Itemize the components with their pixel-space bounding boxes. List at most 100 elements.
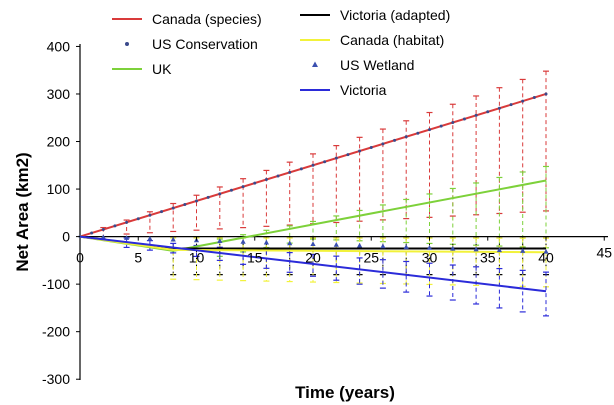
legend-item: UK xyxy=(112,61,172,77)
y-tick-label: 400 xyxy=(47,38,71,54)
series-point xyxy=(450,245,456,251)
series-point xyxy=(124,235,130,240)
series-point xyxy=(113,224,117,228)
x-tick-label: 15 xyxy=(247,250,263,266)
series-point xyxy=(543,248,549,254)
series-point xyxy=(264,178,268,182)
series-point xyxy=(381,142,385,146)
series-point xyxy=(544,92,548,96)
y-tick-label: -200 xyxy=(42,324,70,340)
series-point xyxy=(160,210,164,214)
legend-swatch xyxy=(312,61,318,67)
series-point xyxy=(473,246,479,252)
y-tick-label: 0 xyxy=(62,229,70,245)
series-point xyxy=(240,238,246,244)
series-point xyxy=(287,240,293,246)
x-tick-label: 10 xyxy=(189,250,205,266)
series-point xyxy=(263,239,269,245)
axes xyxy=(79,44,608,380)
y-tick-label: -100 xyxy=(42,276,70,292)
legend-label: Victoria xyxy=(340,82,387,98)
legend-label: US Conservation xyxy=(152,36,258,52)
series-point xyxy=(218,192,222,196)
legend-label: US Wetland xyxy=(340,57,414,73)
x-axis-title: Time (years) xyxy=(295,383,395,402)
legend-label: Canada (species) xyxy=(152,11,262,27)
legend-label: Canada (habitat) xyxy=(340,32,444,48)
series-point xyxy=(183,203,187,207)
series-point xyxy=(496,247,502,253)
series xyxy=(78,92,549,293)
y-tick-label: 100 xyxy=(47,181,71,197)
series-point xyxy=(426,245,433,250)
series-point xyxy=(217,238,223,243)
legend-item: Victoria xyxy=(300,82,387,98)
x-tick-label: 35 xyxy=(480,250,496,266)
series-point xyxy=(311,163,315,167)
legend-item: US Conservation xyxy=(125,36,258,52)
legend-item: Victoria (adapted) xyxy=(300,7,450,23)
series-point xyxy=(288,170,292,174)
series-point xyxy=(357,242,363,248)
legend-item: Canada (habitat) xyxy=(300,32,444,48)
legend-label: UK xyxy=(152,61,172,77)
series-point xyxy=(404,135,408,139)
series-point xyxy=(333,241,339,247)
series-point xyxy=(509,103,513,107)
x-tick-label: 45 xyxy=(596,245,612,261)
series-point xyxy=(276,174,280,178)
series-point xyxy=(253,181,257,185)
series-point xyxy=(170,236,176,242)
series-point xyxy=(241,185,245,189)
series-point xyxy=(416,131,420,135)
series-point xyxy=(206,195,210,199)
series-point xyxy=(403,244,409,250)
series-point xyxy=(147,235,153,241)
y-axis-title: Net Area (km2) xyxy=(13,152,32,271)
series-point xyxy=(451,121,455,125)
series-point xyxy=(521,99,525,103)
series-point xyxy=(532,96,536,100)
legend-item: Canada (species) xyxy=(112,11,262,27)
x-tick-label: 40 xyxy=(538,250,554,266)
series-point xyxy=(393,138,397,142)
x-tick-label: 5 xyxy=(134,250,142,266)
x-tick-label: 30 xyxy=(422,250,438,266)
series-point xyxy=(310,241,316,247)
series-line xyxy=(79,235,547,293)
series-point xyxy=(334,156,338,160)
series-point xyxy=(171,206,175,210)
series-point xyxy=(520,248,526,253)
ticks: -300 -200 -100 0 100 200 300 400 0 5 10 15 20 25 30 35 4… xyxy=(42,38,612,387)
legend-item: US Wetland xyxy=(312,57,414,73)
series-point xyxy=(299,167,303,171)
series-point xyxy=(486,110,490,114)
series-point xyxy=(136,217,140,221)
series-point xyxy=(195,199,198,203)
series-point xyxy=(439,124,443,128)
y-tick-label: 300 xyxy=(47,86,71,102)
x-tick-label: 25 xyxy=(363,250,379,266)
series-point xyxy=(474,113,478,117)
series-point xyxy=(125,220,129,224)
y-tick-label: 200 xyxy=(47,134,71,150)
series-point xyxy=(229,188,233,192)
series-point xyxy=(497,106,501,110)
series-point xyxy=(148,213,152,217)
y-tick-label: -300 xyxy=(42,371,70,387)
series-point xyxy=(100,234,106,240)
series-point xyxy=(346,153,350,157)
series-point xyxy=(380,243,386,249)
legend-label: Victoria (adapted) xyxy=(340,7,450,23)
x-tick-label: 20 xyxy=(305,250,321,266)
x-tick-label: 0 xyxy=(76,250,84,266)
series-point xyxy=(462,117,466,121)
series-point xyxy=(90,231,94,235)
legend-swatch xyxy=(125,42,129,46)
series-point xyxy=(323,160,327,164)
legend: Canada (species) US Conservation UK Victori… xyxy=(112,7,450,98)
series-point xyxy=(369,145,373,149)
series-point xyxy=(428,128,431,132)
series-point xyxy=(101,227,105,231)
